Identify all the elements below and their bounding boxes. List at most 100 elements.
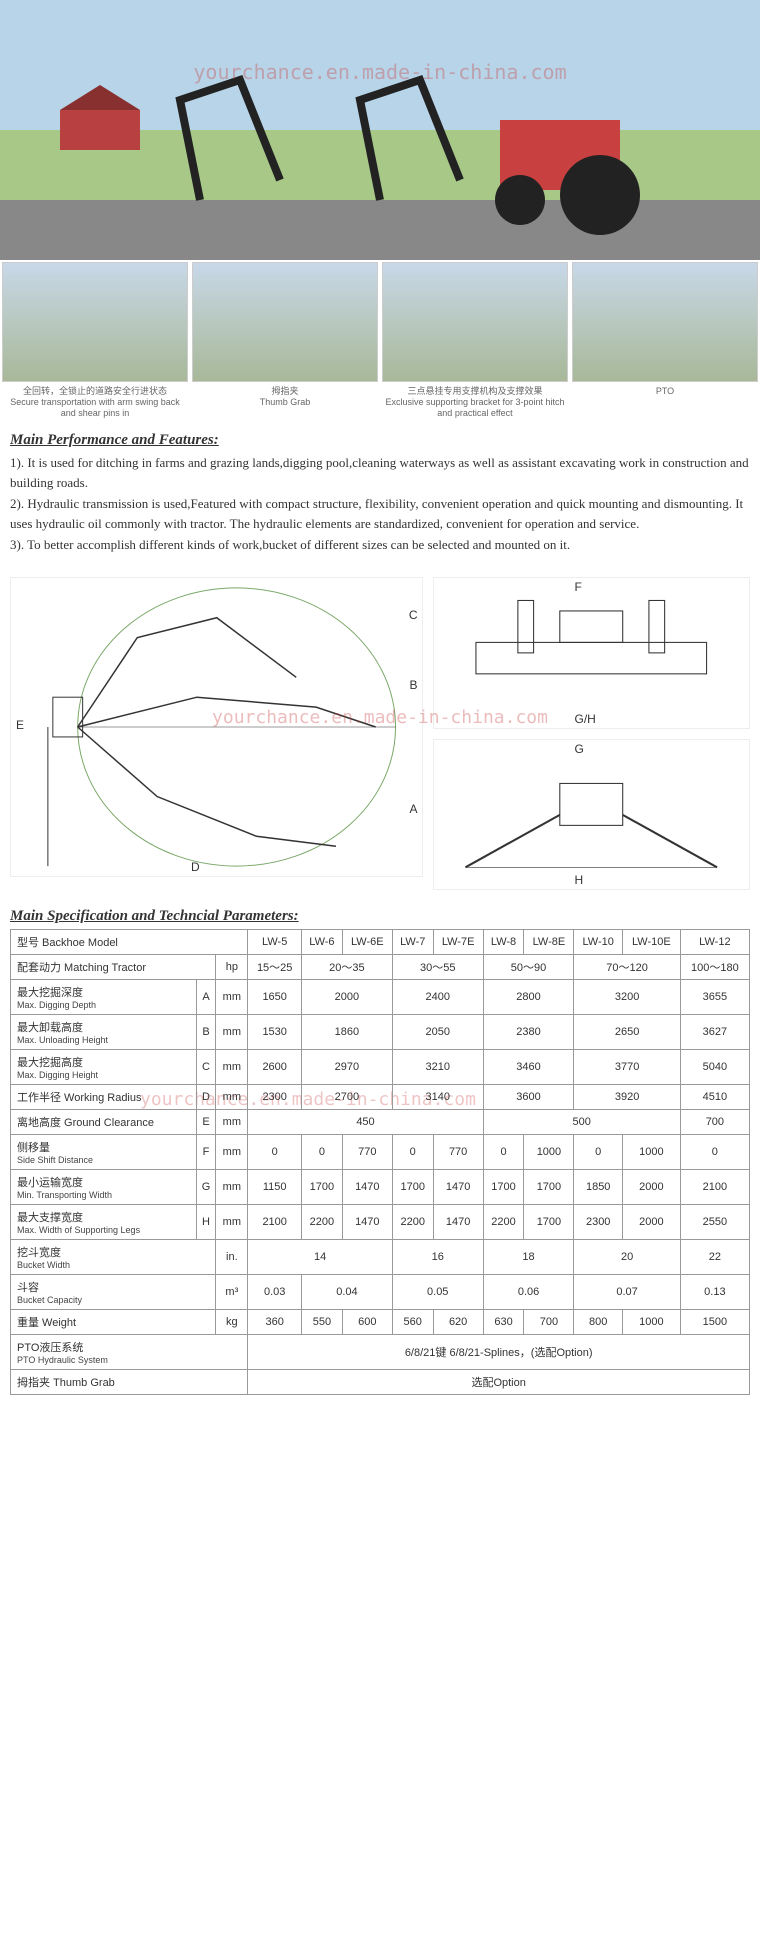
cell: 620 (433, 1310, 483, 1335)
cell: 30～55 (392, 955, 483, 980)
row-unit: m³ (216, 1275, 248, 1310)
table-row: 最小运输宽度Min. Transporting WidthGmm11501700… (11, 1170, 750, 1205)
model-3: LW-7 (392, 930, 433, 955)
cell: 4510 (680, 1085, 749, 1110)
row-unit: hp (216, 955, 248, 980)
thumb-4: PTO (572, 262, 758, 422)
cell: 1470 (433, 1170, 483, 1205)
table-row: 最大挖掘高度Max. Digging HeightCmm260029703210… (11, 1050, 750, 1085)
cell: 14 (248, 1240, 392, 1275)
model-1: LW-6 (302, 930, 343, 955)
row-label: 拇指夹 Thumb Grab (11, 1370, 248, 1395)
cell: 450 (248, 1110, 483, 1135)
cell: 20～35 (302, 955, 393, 980)
thumb-3-cap: 三点悬挂专用支撑机构及支撑效果 Exclusive supporting bra… (382, 382, 568, 422)
row-label: 配套动力 Matching Tractor (11, 955, 216, 980)
cell: 560 (392, 1310, 433, 1335)
cell: 0 (483, 1135, 524, 1170)
row-unit: in. (216, 1240, 248, 1275)
row-label: 侧移量Side Shift Distance (11, 1135, 197, 1170)
row-unit: mm (216, 1170, 248, 1205)
spec-table: 型号 Backhoe Model LW-5 LW-6 LW-6E LW-7 LW… (10, 929, 750, 1395)
table-row: 最大挖掘深度Max. Digging DepthAmm1650200024002… (11, 980, 750, 1015)
cell: 1700 (524, 1170, 574, 1205)
label-h: H (574, 873, 583, 887)
cell: 2200 (392, 1205, 433, 1240)
cell: 2400 (392, 980, 483, 1015)
feature-2: 2). Hydraulic transmission is used,Featu… (10, 494, 750, 533)
hero-image: yourchance.en.made-in-china.com (0, 0, 760, 260)
cell: 800 (574, 1310, 623, 1335)
row-label: 最大挖掘高度Max. Digging Height (11, 1050, 197, 1085)
cell: 2100 (680, 1170, 749, 1205)
model-9: LW-12 (680, 930, 749, 955)
cell: 0 (392, 1135, 433, 1170)
label-b: B (409, 678, 417, 692)
row-symbol: H (196, 1205, 216, 1240)
label-g: G (574, 742, 583, 756)
table-row: 拇指夹 Thumb Grab选配Option (11, 1370, 750, 1395)
cell: 1470 (342, 1170, 392, 1205)
thumb-2: 拇指夹 Thumb Grab (192, 262, 378, 422)
row-unit: mm (216, 1110, 248, 1135)
table-row: 最大支撑宽度Max. Width of Supporting LegsHmm21… (11, 1205, 750, 1240)
row-label: 最大卸载高度Max. Unloading Height (11, 1015, 197, 1050)
cell: 2200 (302, 1205, 343, 1240)
cell: 2300 (574, 1205, 623, 1240)
table-row: 最大卸载高度Max. Unloading HeightBmm1530186020… (11, 1015, 750, 1050)
cell: 2600 (248, 1050, 302, 1085)
cell: 3600 (483, 1085, 574, 1110)
row-unit: mm (216, 1050, 248, 1085)
diagram-watermark: yourchance.en.made-in-china.com (212, 707, 548, 728)
thumb-4-cap: PTO (572, 382, 758, 401)
cell: 630 (483, 1310, 524, 1335)
row-label: 最小运输宽度Min. Transporting Width (11, 1170, 197, 1205)
cell: 770 (433, 1135, 483, 1170)
cell: 1650 (248, 980, 302, 1015)
cell: 700 (680, 1110, 749, 1135)
cell: 5040 (680, 1050, 749, 1085)
cell: 1500 (680, 1310, 749, 1335)
cell: 3920 (574, 1085, 680, 1110)
cell: 0.05 (392, 1275, 483, 1310)
thumbnail-row: 全回转，全锁止的道路安全行进状态 Secure transportation w… (0, 260, 760, 424)
cell: 0.04 (302, 1275, 393, 1310)
row-unit: mm (216, 1015, 248, 1050)
thumb-3-img (382, 262, 568, 382)
cell: 3140 (392, 1085, 483, 1110)
cell: 1700 (302, 1170, 343, 1205)
cell: 3200 (574, 980, 680, 1015)
cell: 0.13 (680, 1275, 749, 1310)
cell: 1700 (392, 1170, 433, 1205)
cell: 2200 (483, 1205, 524, 1240)
cell: 1860 (302, 1015, 393, 1050)
row-label: 离地高度 Ground Clearance (11, 1110, 197, 1135)
cell: 70～120 (574, 955, 680, 980)
thumb-2-cap: 拇指夹 Thumb Grab (192, 382, 378, 412)
cell: 770 (342, 1135, 392, 1170)
row-unit: mm (216, 1085, 248, 1110)
feature-1: 1). It is used for ditching in farms and… (10, 453, 750, 492)
model-5: LW-8 (483, 930, 524, 955)
model-8: LW-10E (622, 930, 680, 955)
cell: 3770 (574, 1050, 680, 1085)
table-row: 挖斗宽度Bucket Widthin.1416182022 (11, 1240, 750, 1275)
row-unit: mm (216, 1205, 248, 1240)
cell: 15～25 (248, 955, 302, 980)
row-label: 斗容Bucket Capacity (11, 1275, 216, 1310)
cell: 2380 (483, 1015, 574, 1050)
header-model: 型号 Backhoe Model (11, 930, 248, 955)
cell: 700 (524, 1310, 574, 1335)
hero-illustration (0, 0, 760, 260)
cell: 2100 (248, 1205, 302, 1240)
cell: 2000 (622, 1170, 680, 1205)
cell: 16 (392, 1240, 483, 1275)
cell: 0 (680, 1135, 749, 1170)
performance-features: 1). It is used for ditching in farms and… (0, 453, 760, 567)
thumb-1-img (2, 262, 188, 382)
cell: 2650 (574, 1015, 680, 1050)
table-row: 离地高度 Ground ClearanceEmm450500700 (11, 1110, 750, 1135)
cell: 0 (248, 1135, 302, 1170)
label-gh: G/H (574, 712, 595, 726)
cell: 2700 (302, 1085, 393, 1110)
